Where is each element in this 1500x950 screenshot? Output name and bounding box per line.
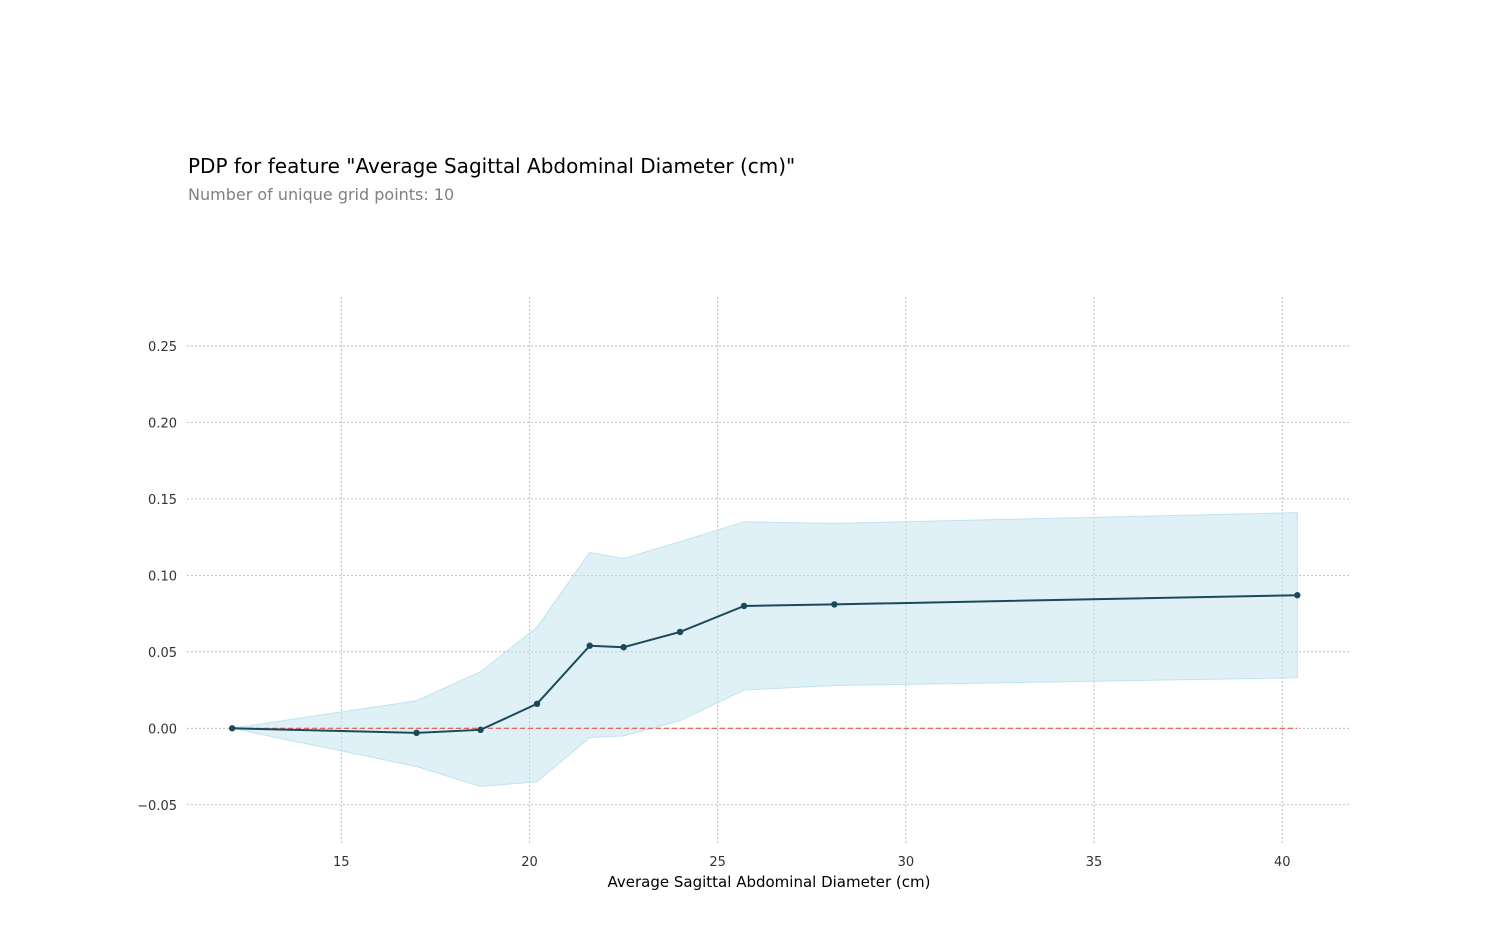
data-point: [1294, 592, 1301, 599]
y-tick-label: 0.15: [148, 493, 177, 508]
chart-subtitle: Number of unique grid points: 10: [188, 185, 455, 204]
y-tick-label: 0.00: [148, 722, 177, 737]
x-tick-label: 40: [1274, 855, 1291, 870]
data-point: [413, 729, 420, 737]
x-axis-label: Average Sagittal Abdominal Diameter (cm): [608, 873, 931, 891]
band-layer: [232, 512, 1298, 787]
data-point: [676, 628, 684, 636]
y-tick-label: 0.25: [148, 340, 177, 355]
x-tick-label: 35: [1086, 855, 1103, 870]
x-tick-label: 30: [898, 855, 915, 870]
data-point: [533, 700, 541, 708]
confidence-band: [232, 512, 1298, 787]
pdp-line: [232, 594, 1298, 734]
data-point: [586, 642, 593, 649]
y-tick-label: 0.10: [148, 569, 177, 584]
x-tick-label: 15: [333, 855, 350, 870]
data-point: [620, 644, 627, 651]
x-tick-label: 20: [521, 855, 538, 870]
data-point: [477, 726, 484, 734]
chart-title: PDP for feature "Average Sagittal Abdomi…: [188, 154, 796, 178]
data-point: [831, 601, 838, 608]
y-tick-label: 0.20: [148, 416, 177, 431]
x-tick-label: 25: [709, 855, 726, 870]
line-layer: [232, 594, 1298, 734]
data-point: [228, 725, 236, 732]
y-tick-label: 0.05: [148, 646, 177, 661]
points-layer: [228, 592, 1301, 737]
data-point: [740, 602, 748, 610]
y-tick-label: −0.05: [137, 799, 177, 814]
tick-layer: 15 20 25 30 35 40 −0.05 0.00 0.05 0.10 0.15 0.20 0.2…: [137, 340, 1290, 870]
